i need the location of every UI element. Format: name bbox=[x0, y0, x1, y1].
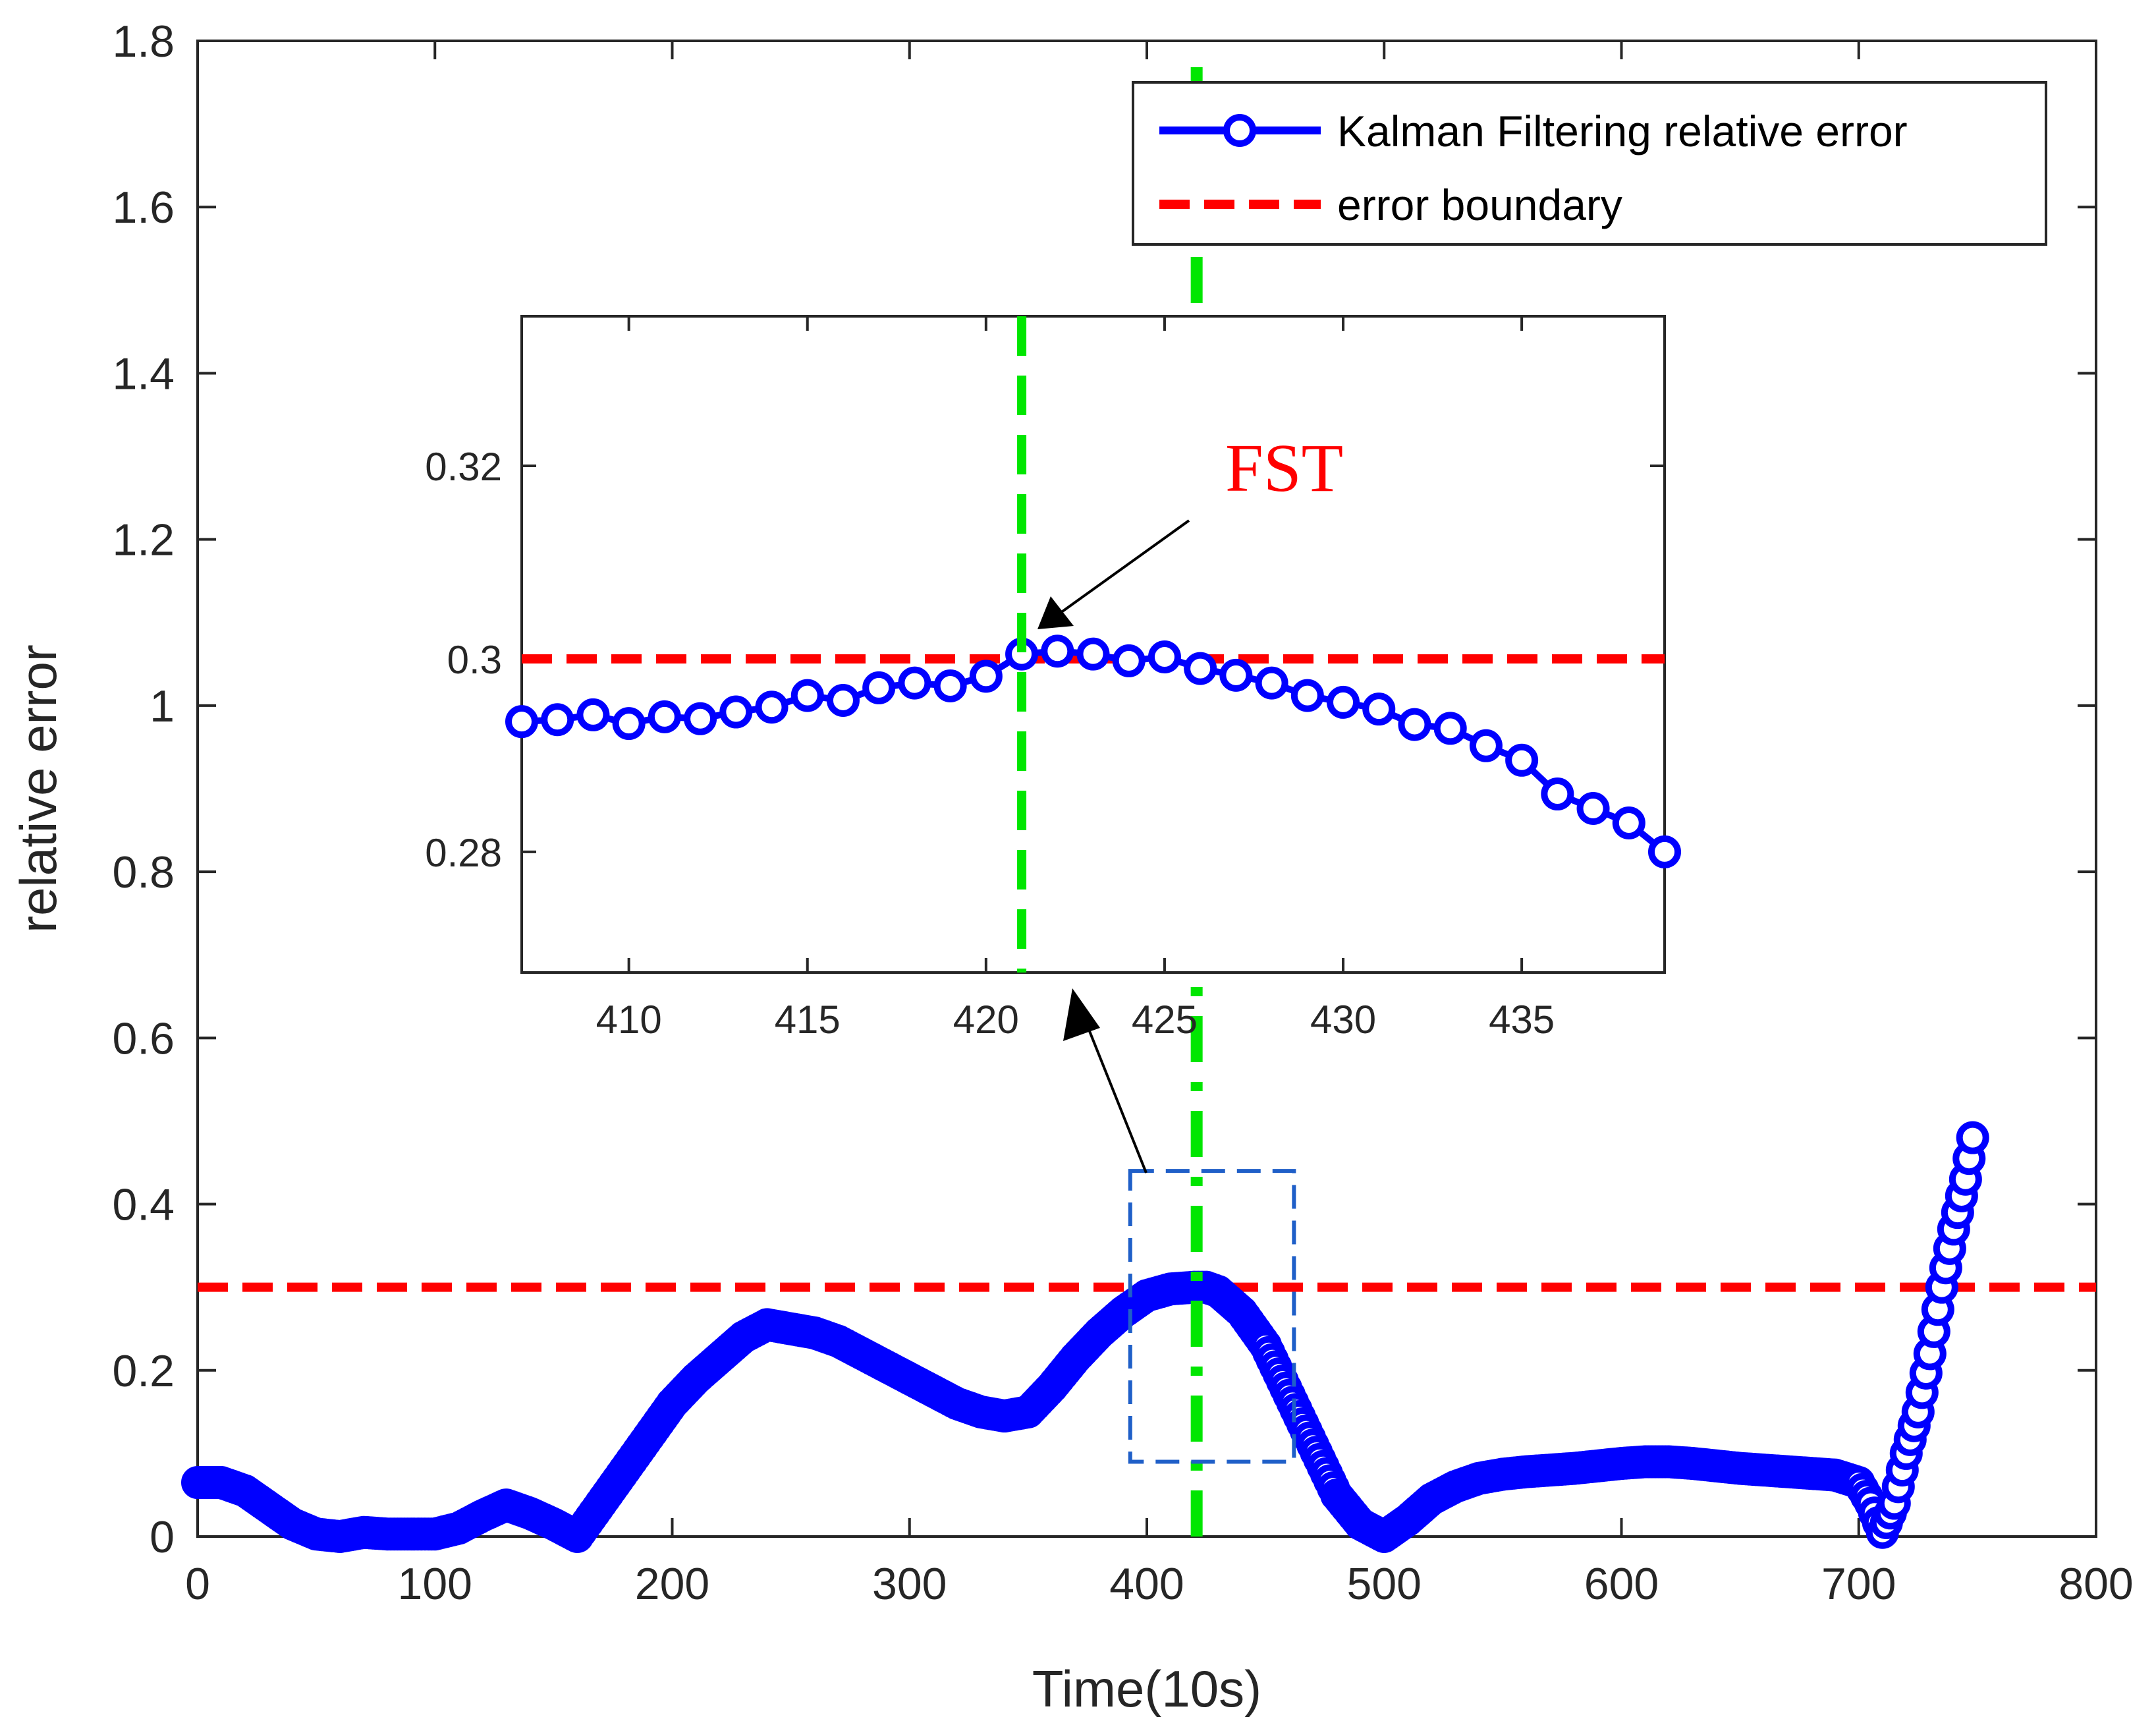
x-axis-label: Time(10s) bbox=[1032, 1660, 1261, 1718]
inset-data-point bbox=[541, 703, 574, 737]
inset-data-point bbox=[1433, 712, 1467, 745]
y-tick-label: 1.4 bbox=[112, 349, 175, 399]
kalman-error-markers bbox=[181, 1121, 1989, 1553]
zoom-arrow bbox=[1063, 988, 1147, 1173]
inset-data-point bbox=[755, 691, 788, 724]
fst-label: FST bbox=[1225, 430, 1343, 506]
inset-kalman-error-markers bbox=[505, 635, 1681, 868]
inset-data-point bbox=[1076, 637, 1110, 671]
inset-x-tick-label: 425 bbox=[1132, 998, 1198, 1042]
y-tick-label: 0.4 bbox=[112, 1180, 175, 1230]
inset-x-tick-label: 420 bbox=[953, 998, 1019, 1042]
legend-label-kalman: Kalman Filtering relative error bbox=[1337, 107, 1908, 155]
inset-y-tick-label: 0.28 bbox=[425, 831, 502, 875]
x-tick-label: 800 bbox=[2059, 1559, 2133, 1609]
main-ticks bbox=[196, 40, 2097, 1538]
inset-data-point bbox=[1327, 685, 1360, 719]
main-data bbox=[181, 67, 2096, 1553]
fst-arrow-head bbox=[1037, 596, 1074, 629]
y-tick-label: 0.8 bbox=[112, 847, 175, 897]
y-tick-label: 1 bbox=[150, 681, 175, 731]
inset-data-point bbox=[1648, 835, 1681, 868]
inset-data-point bbox=[1290, 679, 1324, 712]
x-tick-label: 200 bbox=[635, 1559, 709, 1609]
inset-data-point bbox=[648, 700, 681, 733]
fst-arrow-line bbox=[1059, 519, 1190, 614]
inset: 410 415 420 425 430 435 0.28 0.3 0.32 bbox=[425, 315, 1681, 1042]
inset-data-point bbox=[1576, 792, 1610, 825]
inset-data-point bbox=[719, 695, 753, 729]
inset-x-tick-label: 410 bbox=[596, 998, 662, 1042]
x-tick-label: 500 bbox=[1347, 1559, 1422, 1609]
x-tick-label: 600 bbox=[1584, 1559, 1659, 1609]
inset-data-point bbox=[1362, 692, 1396, 726]
inset-x-tick-label: 430 bbox=[1310, 998, 1376, 1042]
inset-data-point bbox=[790, 679, 824, 712]
x-tick-label: 0 bbox=[185, 1559, 210, 1609]
inset-y-tick-label: 0.32 bbox=[425, 445, 502, 489]
inset-data-point bbox=[1541, 777, 1574, 811]
legend-label-boundary: error boundary bbox=[1337, 181, 1622, 229]
inset-tick-labels: 410 415 420 425 430 435 0.28 0.3 0.32 bbox=[425, 445, 1555, 1042]
inset-data-point bbox=[862, 671, 896, 704]
inset-data-point bbox=[1041, 635, 1074, 668]
y-tick-label: 0 bbox=[150, 1512, 175, 1562]
legend: Kalman Filtering relative error error bo… bbox=[1132, 81, 2047, 246]
inset-data-point bbox=[933, 669, 967, 702]
inset-data-point bbox=[898, 666, 931, 700]
inset-data-point bbox=[1147, 640, 1181, 674]
legend-marker-kalman bbox=[1223, 114, 1256, 147]
y-tick-label: 1.2 bbox=[112, 515, 175, 565]
inset-data-point bbox=[505, 705, 538, 739]
inset-data-point bbox=[576, 698, 610, 731]
y-tick-label: 0.2 bbox=[112, 1346, 175, 1396]
y-tick-label: 0.6 bbox=[112, 1013, 175, 1063]
y-axis-label: relative error bbox=[9, 644, 67, 933]
inset-data-point bbox=[1505, 743, 1539, 777]
inset-y-tick-label: 0.3 bbox=[447, 638, 502, 682]
inset-data-point bbox=[826, 683, 860, 717]
x-tick-label: 300 bbox=[872, 1559, 947, 1609]
inset-data-point bbox=[684, 702, 717, 735]
zoom-box bbox=[1128, 1169, 1296, 1464]
legend-box bbox=[1132, 81, 2047, 246]
inset-data-point bbox=[1398, 708, 1431, 741]
x-tick-label: 700 bbox=[1821, 1559, 1896, 1609]
inset-data-point bbox=[1184, 652, 1217, 685]
inset-data-point bbox=[1112, 644, 1146, 677]
inset-data-point bbox=[1255, 666, 1288, 700]
inset-data-point bbox=[1219, 658, 1253, 692]
fst-annotation: FST bbox=[1037, 430, 1343, 629]
x-tick-label: 400 bbox=[1109, 1559, 1184, 1609]
main-tick-labels: 0 100 200 300 400 500 600 700 800 0 0.2 0.4 0.6 0.8 1 1… bbox=[112, 16, 2133, 1609]
inset-data-point bbox=[612, 707, 646, 741]
y-tick-label: 1.8 bbox=[112, 16, 175, 67]
inset-x-tick-label: 435 bbox=[1489, 998, 1555, 1042]
x-tick-label: 100 bbox=[398, 1559, 472, 1609]
inset-data-point bbox=[969, 660, 1003, 693]
data-point bbox=[1956, 1121, 1989, 1154]
inset-data-point bbox=[1469, 729, 1503, 762]
y-tick-label: 1.6 bbox=[112, 183, 175, 233]
inset-data-point bbox=[1612, 806, 1645, 839]
inset-x-tick-label: 415 bbox=[775, 998, 841, 1042]
